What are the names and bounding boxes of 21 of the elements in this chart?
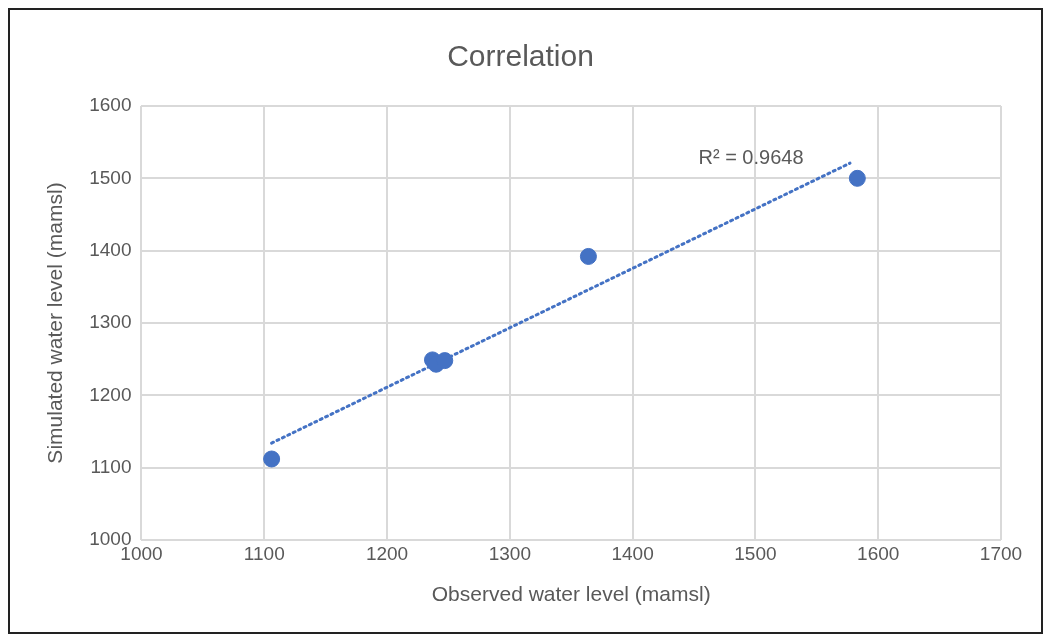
y-tick-label: 1600 (89, 94, 132, 116)
x-tick-label: 1200 (365, 542, 409, 564)
x-tick-label: 1700 (979, 542, 1023, 564)
x-tick-label: 1300 (488, 542, 531, 564)
y-tick-label: 1300 (89, 311, 132, 333)
y-tick-label: 1400 (89, 238, 132, 260)
y-tick-label: 1500 (89, 166, 132, 188)
point (848, 169, 866, 187)
x-tick-label: 1500 (734, 542, 777, 564)
point (263, 450, 281, 468)
y-tick-label: 1100 (90, 455, 132, 477)
annotation: R² = 0.9648 (698, 145, 804, 168)
x-axis-title: Observed water level (mamsl) (431, 582, 711, 606)
x-tick-label: 1100 (243, 542, 285, 564)
chart-title: Correlation (447, 39, 594, 73)
x-tick-label: 1400 (611, 542, 654, 564)
x-tick-label: 1600 (857, 542, 900, 564)
y-tick-label: 1200 (89, 383, 132, 405)
y-axis-title: Simulated water level (mamsl) (43, 182, 67, 464)
point (579, 247, 597, 265)
point (436, 352, 454, 370)
